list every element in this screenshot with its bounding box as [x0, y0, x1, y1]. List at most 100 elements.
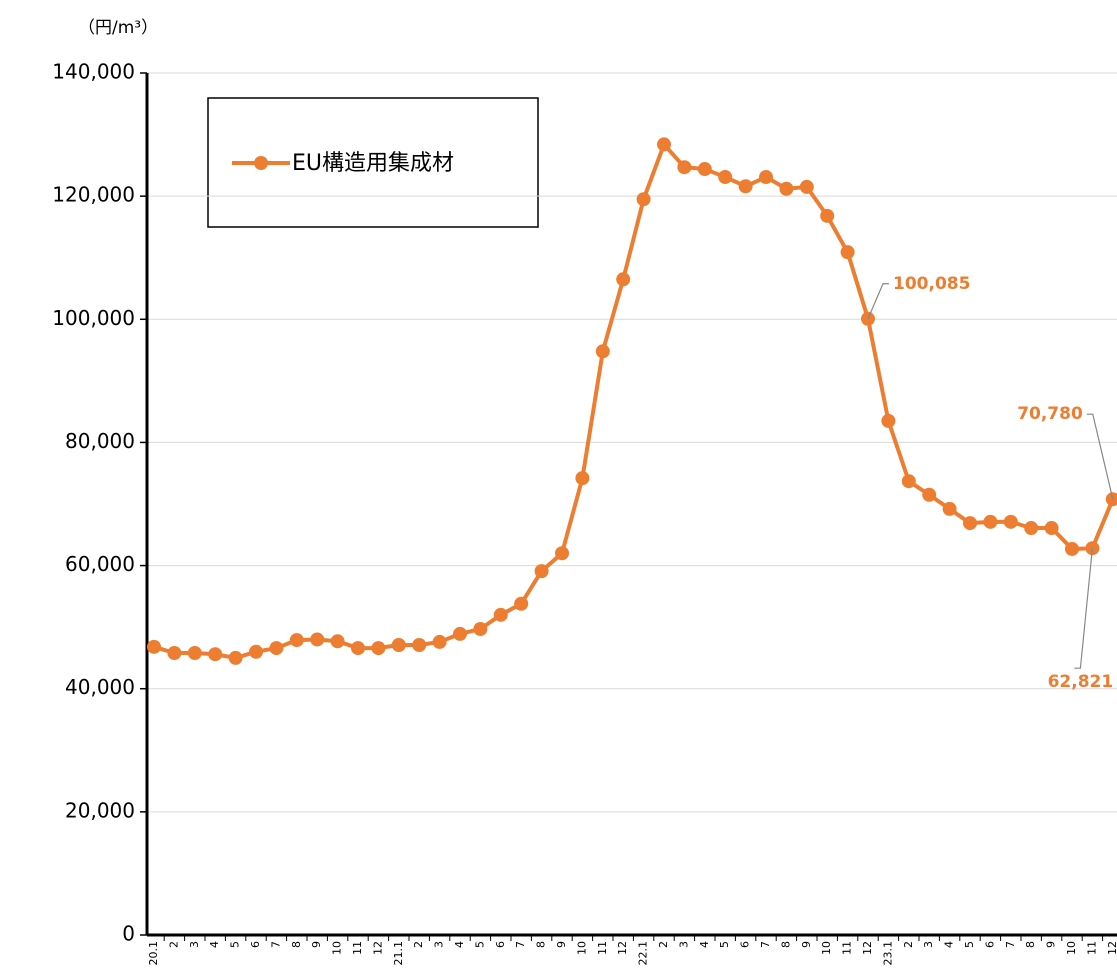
marker [636, 192, 651, 207]
value-label: 62,821 [1048, 672, 1114, 692]
x-tick-label: 12 [1106, 941, 1117, 955]
x-tick-label: 10 [820, 941, 833, 955]
x-tick-label: 9 [310, 941, 323, 948]
x-tick-label: 4 [208, 941, 221, 948]
x-tick-label: 5 [963, 941, 976, 948]
marker [289, 633, 304, 648]
marker [249, 644, 263, 659]
y-tick-label: 120,000 [52, 183, 135, 207]
x-tick-label: 12 [371, 941, 384, 955]
x-tick-label: 7 [514, 941, 527, 948]
marker [718, 170, 733, 185]
marker [1044, 521, 1059, 536]
x-tick-label: 3 [188, 941, 201, 948]
marker [351, 641, 365, 656]
x-tick-label: 23.1 [881, 941, 894, 966]
marker [657, 137, 671, 152]
marker [432, 634, 447, 649]
y-tick-label: 140,000 [52, 60, 135, 84]
x-tick-label: 2 [412, 941, 425, 948]
marker [697, 162, 712, 177]
y-tick-label: 40,000 [65, 675, 135, 699]
marker [167, 646, 182, 661]
x-tick-label: 7 [1004, 941, 1017, 948]
x-tick-label: 11 [1085, 941, 1098, 955]
x-tick-label: 10 [1065, 941, 1078, 955]
y-tick-label: 20,000 [65, 798, 135, 822]
marker [942, 501, 957, 516]
legend-label: EU構造用集成材 [292, 151, 454, 176]
marker [1024, 521, 1039, 536]
x-tick-label: 4 [453, 941, 466, 948]
marker [963, 516, 977, 531]
marker [1003, 514, 1018, 529]
x-tick-label: 20.1 [147, 941, 160, 966]
y-tick-label: 80,000 [65, 429, 135, 453]
x-tick-label: 5 [473, 941, 486, 948]
x-tick-label: 2 [902, 941, 915, 948]
x-tick-label: 3 [922, 941, 935, 948]
marker [575, 471, 590, 486]
marker [147, 639, 161, 654]
marker [738, 179, 753, 194]
marker [310, 632, 325, 647]
x-tick-label: 9 [800, 941, 813, 948]
x-tick-label: 6 [494, 941, 507, 948]
marker [595, 344, 610, 359]
x-tick-label: 6 [249, 941, 262, 948]
leader-line [1074, 548, 1093, 669]
marker [473, 621, 488, 636]
marker [371, 641, 386, 656]
marker [922, 487, 937, 502]
marker [187, 646, 202, 661]
x-tick-label: 7 [759, 941, 772, 948]
x-tick-label: 6 [983, 941, 996, 948]
x-tick-label: 10 [331, 941, 344, 955]
x-tick-label: 12 [616, 941, 629, 955]
x-tick-label: 12 [861, 941, 874, 955]
x-tick-label: 9 [1045, 941, 1058, 948]
y-tick-label: 100,000 [52, 306, 135, 330]
y-tick-label: 0 [122, 922, 135, 946]
x-tick-label: 11 [351, 941, 364, 955]
marker [779, 181, 794, 196]
y-unit: （円/m³） [78, 18, 158, 38]
value-label: 70,780 [1017, 404, 1083, 424]
x-tick-label: 11 [596, 941, 609, 955]
x-tick-label: 8 [779, 941, 792, 948]
x-tick-label: 5 [229, 941, 242, 948]
marker [799, 179, 814, 194]
legend-marker [254, 156, 268, 170]
x-tick-label: 8 [1024, 941, 1037, 948]
marker [820, 208, 835, 223]
leader-line [867, 283, 889, 319]
x-tick-label: 3 [433, 941, 446, 948]
x-tick-label: 21.1 [392, 941, 405, 966]
x-tick-label: 10 [575, 941, 588, 955]
marker [983, 514, 998, 529]
value-label: 100,085 [893, 274, 970, 294]
marker [1105, 492, 1117, 507]
x-tick-label: 5 [718, 941, 731, 948]
marker [759, 170, 773, 185]
marker [493, 607, 508, 622]
x-tick-label: 11 [841, 941, 854, 955]
marker [391, 637, 406, 652]
marker [514, 596, 529, 611]
marker [901, 474, 916, 489]
x-tick-label: 2 [167, 941, 180, 948]
marker [269, 641, 284, 656]
marker [228, 650, 243, 665]
x-tick-label: 6 [739, 941, 752, 948]
x-tick-label: 2 [657, 941, 670, 948]
marker [1065, 541, 1079, 556]
marker [534, 564, 549, 579]
marker [453, 626, 467, 641]
marker [208, 647, 223, 662]
x-tick-label: 4 [698, 941, 711, 948]
y-tick-label: 60,000 [65, 552, 135, 576]
x-tick-label: 22.1 [637, 941, 650, 966]
marker [881, 413, 896, 428]
marker [555, 546, 569, 561]
